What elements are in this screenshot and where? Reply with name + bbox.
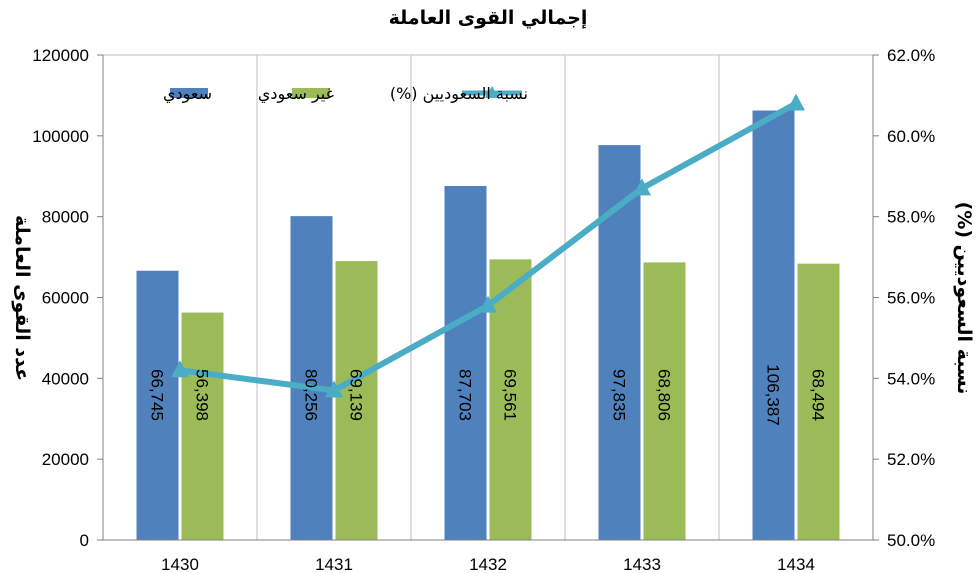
data-label-saudi: 87,703 [456, 369, 475, 421]
x-tick-label: 1431 [315, 555, 353, 573]
y-left-tick-label: 120000 [32, 46, 89, 65]
x-axis-ticks: 1430 1431 1432 1433 1434 [161, 555, 815, 573]
legend-label-saudi: سعودي [163, 84, 212, 104]
y-right-tick-label: 56.0% [887, 289, 935, 308]
bar-saudi [597, 144, 642, 541]
y-left-tick-label: 100000 [32, 127, 89, 146]
bar-non-saudi [334, 260, 379, 541]
y-right-tick-label: 60.0% [887, 127, 935, 146]
bar-non-saudi [180, 311, 225, 541]
bar-saudi [289, 215, 334, 541]
y-left-tick-label: 0 [80, 531, 89, 550]
chart-title: إجمالي القوى العاملة [389, 7, 588, 29]
data-label-saudi: 97,835 [610, 369, 629, 421]
y-left-tick-label: 40000 [42, 369, 89, 388]
data-labels: 66,745 80,256 87,703 97,835 106,387 56,398 69,… [148, 364, 828, 425]
y-axis-left-ticks: 0 20000 40000 60000 80000 100000 120000 [32, 46, 89, 550]
data-label-saudi: 66,745 [148, 369, 167, 421]
y-right-tick-label: 52.0% [887, 450, 935, 469]
y-axis-right-ticks: 50.0% 52.0% 54.0% 56.0% 58.0% 60.0% 62.0% [887, 46, 935, 550]
y-axis-right-title: نسبة السعوديين (%) [953, 202, 975, 395]
axes [97, 54, 879, 541]
y-left-tick-label: 60000 [42, 289, 89, 308]
bar-non-saudi [488, 258, 533, 541]
saudization-marker [633, 178, 651, 196]
saudization-marker [171, 360, 189, 378]
saudization-line [171, 93, 805, 398]
bar-non-saudi [796, 262, 841, 541]
saudization-marker [325, 380, 343, 398]
data-label-non-saudi: 56,398 [193, 369, 212, 421]
y-right-tick-label: 50.0% [887, 531, 935, 550]
saudization-line-path [179, 100, 798, 394]
y-right-tick-label: 54.0% [887, 369, 935, 388]
bar-saudi [751, 109, 796, 541]
saudization-marker [787, 93, 805, 111]
x-tick-label: 1430 [161, 555, 199, 573]
data-label-non-saudi: 68,494 [809, 369, 828, 421]
legend-swatch-non-saudi [292, 88, 330, 98]
data-label-non-saudi: 69,139 [347, 369, 366, 421]
bar-saudi [443, 185, 488, 541]
legend: سعودي غير سعودي نسبة السعوديين (%) [163, 84, 528, 104]
saudization-marker [479, 295, 497, 313]
y-left-tick-label: 20000 [42, 450, 89, 469]
legend-label-non-saudi: غير سعودي [258, 84, 334, 104]
x-tick-label: 1432 [469, 555, 507, 573]
y-axis-left-title: عدد القوى العاملة [11, 215, 33, 381]
legend-marker-saudization [485, 86, 499, 98]
legend-swatch-saudi [170, 88, 208, 98]
x-tick-label: 1434 [777, 555, 815, 573]
y-right-tick-label: 62.0% [887, 46, 935, 65]
y-right-tick-label: 58.0% [887, 208, 935, 227]
data-label-non-saudi: 68,806 [655, 369, 674, 421]
legend-label-saudization: نسبة السعوديين (%) [390, 84, 528, 104]
data-label-saudi: 106,387 [764, 364, 783, 425]
bar-non-saudi [642, 261, 687, 541]
x-tick-label: 1433 [623, 555, 661, 573]
data-label-non-saudi: 69,561 [501, 369, 520, 421]
bars [135, 109, 841, 541]
y-left-tick-label: 80000 [42, 208, 89, 227]
data-label-saudi: 80,256 [302, 369, 321, 421]
